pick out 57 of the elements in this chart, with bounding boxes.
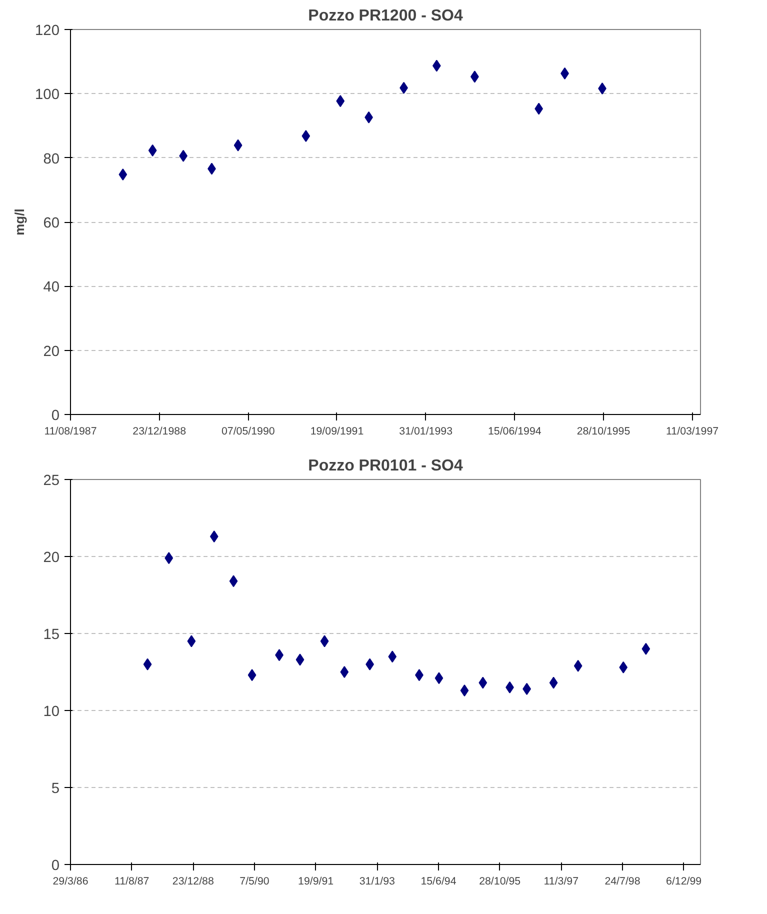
point xyxy=(187,635,196,648)
point xyxy=(143,658,152,670)
point xyxy=(340,666,349,678)
point xyxy=(302,130,310,142)
point xyxy=(164,552,174,564)
point xyxy=(478,676,488,689)
y-tick-label: 120 xyxy=(35,23,60,39)
x-tick-label: 15/06/1994 xyxy=(488,426,542,438)
x-tick-label: 24/7/98 xyxy=(604,876,640,888)
x-tick-label: 31/1/93 xyxy=(359,876,396,888)
point xyxy=(574,660,582,672)
x-tick-label: 7/5/90 xyxy=(240,876,270,888)
y-tick-label: 15 xyxy=(43,627,60,643)
point xyxy=(336,95,345,108)
y-tick-label: 10 xyxy=(43,704,60,720)
y-tick-label: 80 xyxy=(43,151,60,168)
point xyxy=(148,144,157,156)
point xyxy=(248,669,256,682)
y-tick-label: 20 xyxy=(43,550,60,566)
y-tick-label: 60 xyxy=(43,216,60,232)
point xyxy=(388,650,397,663)
chart-title: Pozzo PR0101 - SO4 xyxy=(308,458,463,474)
x-tick-label: 19/09/1991 xyxy=(310,426,364,438)
x-tick-label: 29/3/86 xyxy=(52,876,88,888)
x-tick-label: 11/08/1987 xyxy=(44,426,97,438)
point xyxy=(210,530,218,542)
point xyxy=(296,654,304,666)
y-tick-label: 100 xyxy=(35,87,60,104)
point xyxy=(642,642,650,655)
y-tick-label: 0 xyxy=(51,408,60,424)
x-tick-label: 11/8/87 xyxy=(114,876,150,888)
y-tick-label: 0 xyxy=(51,858,60,874)
point xyxy=(619,661,628,674)
x-tick-label: 31/01/1993 xyxy=(399,426,453,438)
x-tick-label: 19/9/91 xyxy=(298,876,334,888)
point xyxy=(229,575,238,588)
y-tick-label: 5 xyxy=(51,781,60,797)
point xyxy=(234,139,242,152)
x-tick-label: 28/10/95 xyxy=(479,876,521,888)
x-tick-label: 07/05/1990 xyxy=(222,426,275,438)
point xyxy=(434,672,444,684)
y-axis-title: mg/l xyxy=(12,208,28,236)
x-tick-label: 11/3/97 xyxy=(544,876,579,888)
x-tick-label: 6/12/99 xyxy=(666,876,702,888)
y-tick-label: 40 xyxy=(43,280,60,296)
x-tick-label: 11/03/1997 xyxy=(666,426,719,438)
y-tick-label: 20 xyxy=(43,344,60,360)
point xyxy=(118,168,128,181)
chart-title: Pozzo PR1200 - SO4 xyxy=(308,8,463,24)
x-tick-label: 23/12/1988 xyxy=(132,426,186,438)
y-tick-label: 25 xyxy=(43,473,60,489)
x-tick-label: 28/10/1995 xyxy=(576,426,630,438)
x-tick-label: 23/12/88 xyxy=(172,876,214,888)
point xyxy=(460,684,469,696)
point xyxy=(320,635,329,648)
x-tick-label: 15/6/94 xyxy=(420,876,456,888)
point xyxy=(549,676,558,689)
